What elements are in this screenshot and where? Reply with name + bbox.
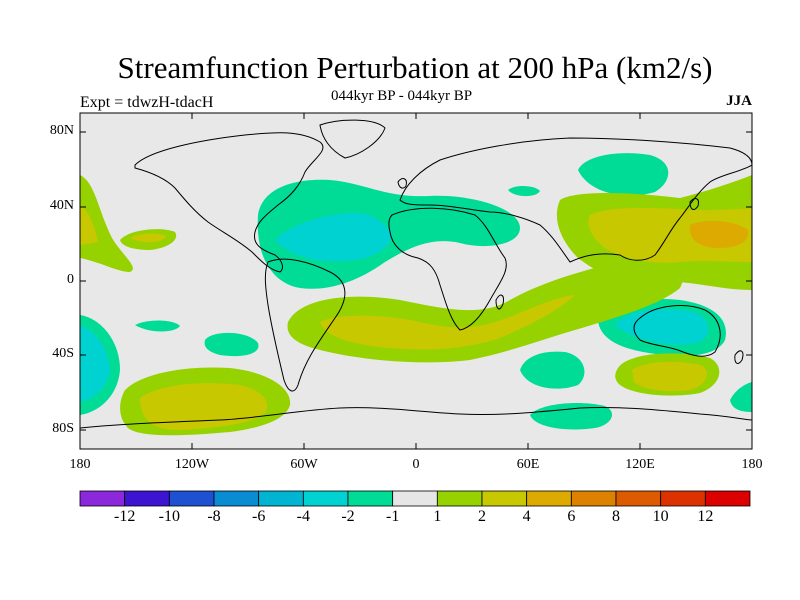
lat-label-40n: 40N xyxy=(49,198,74,213)
lat-label-40s: 40S xyxy=(52,346,74,361)
coast-antarctica xyxy=(80,406,752,429)
lon-label-120e: 120E xyxy=(625,457,655,472)
neg-region-arctic xyxy=(578,153,669,196)
experiment-label: Expt = tdwzH-tdacH xyxy=(80,94,214,111)
colorbar-swatch-7 xyxy=(392,490,438,507)
neg-region-south-america xyxy=(204,332,259,357)
colorbar-swatch-2 xyxy=(168,490,215,507)
colorbar-label-11: 8 xyxy=(612,508,620,525)
colorbar-swatch-11 xyxy=(570,490,617,507)
coast-africa xyxy=(388,207,507,331)
colorbar-swatch-10 xyxy=(526,490,572,507)
colorbar-swatch-9 xyxy=(481,490,528,507)
axis-ticks xyxy=(79,113,753,449)
colorbar-swatch-13 xyxy=(660,490,706,507)
neg-region-south-pacific xyxy=(135,320,180,332)
colorbar-swatch-0 xyxy=(79,490,126,507)
coast-eurasia xyxy=(399,137,752,263)
pos3-region-west-pacific xyxy=(689,220,749,248)
colorbar-label-4: -4 xyxy=(296,508,310,525)
colorbar-label-6: -1 xyxy=(385,508,400,525)
lon-label-180w: 180 xyxy=(69,457,91,472)
colorbar-swatch-3 xyxy=(213,490,260,507)
coastlines xyxy=(80,119,752,429)
neg-region-antarctic-east xyxy=(730,382,752,412)
colorbar-swatch-12 xyxy=(615,490,662,507)
colorbar-swatch-1 xyxy=(124,490,170,507)
colorbar-label-9: 4 xyxy=(522,508,531,525)
chart-title: Streamfunction Perturbation at 200 hPa (… xyxy=(117,50,713,85)
lat-label-80s: 80S xyxy=(52,421,74,436)
colorbar-swatch-8 xyxy=(436,490,483,507)
colorbar-label-7: 1 xyxy=(433,508,442,525)
pos2-region-south-atlantic xyxy=(320,295,575,350)
pos-region-north-pacific-west xyxy=(80,175,133,272)
colorbar-swatch-4 xyxy=(258,490,304,507)
chart-subtitle: 044kyr BP - 044kyr BP xyxy=(331,88,473,104)
colorbar-label-8: 2 xyxy=(478,508,486,525)
colorbar-label-2: -8 xyxy=(207,508,221,525)
pos2-region-north-pacific-west xyxy=(80,205,98,245)
coast-madagascar xyxy=(495,294,504,310)
lat-label-eq: 0 xyxy=(67,272,74,287)
neg2-region-pacific-west xyxy=(80,325,110,402)
colorbar-label-1: -10 xyxy=(158,508,180,525)
colorbar-swatch-14 xyxy=(704,490,751,507)
colorbar-swatch-6 xyxy=(347,490,394,507)
colorbar-swatch-5 xyxy=(302,490,349,507)
colorbar xyxy=(79,490,751,507)
colorbar-label-10: 6 xyxy=(567,508,576,525)
neg-region-southern-ocean-east xyxy=(530,403,613,430)
neg2-region-north-atlantic xyxy=(275,212,392,262)
contour-fields xyxy=(80,153,752,436)
lon-label-60w: 60W xyxy=(290,457,318,472)
colorbar-label-5: -2 xyxy=(341,508,355,525)
lat-label-80n: 80N xyxy=(49,123,74,138)
colorbar-label-12: 10 xyxy=(652,508,669,525)
neg2-region-australia xyxy=(615,308,709,345)
coast-greenland xyxy=(319,119,386,159)
coast-north-america xyxy=(134,132,324,273)
coast-south-america xyxy=(264,258,346,392)
colorbar-label-13: 12 xyxy=(697,508,714,525)
season-label: JJA xyxy=(726,93,752,109)
coast-uk xyxy=(397,178,407,189)
colorbar-label-3: -6 xyxy=(251,508,266,525)
pos2-region-southern-pacific xyxy=(140,383,268,430)
coast-japan xyxy=(689,198,699,210)
lon-label-0: 0 xyxy=(412,457,420,472)
neg-region-southern-ocean-center xyxy=(520,351,585,389)
coast-australia xyxy=(633,305,721,357)
lon-label-180e: 180 xyxy=(741,457,763,472)
pos2-region-southern-indian xyxy=(632,361,707,392)
lon-label-120w: 120W xyxy=(174,457,210,472)
pos2-region-mid-atlantic xyxy=(130,233,166,243)
colorbar-label-0: -12 xyxy=(113,508,136,525)
coast-new-zealand xyxy=(734,350,744,364)
lon-label-60e: 60E xyxy=(516,457,540,472)
neg-region-central-asia xyxy=(508,185,540,197)
